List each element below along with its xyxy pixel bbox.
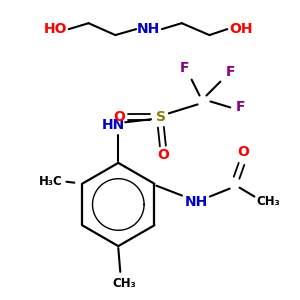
Text: NH: NH [136,22,160,36]
Text: CH₃: CH₃ [256,195,280,208]
Text: S: S [156,110,166,124]
Text: OH: OH [230,22,253,36]
Text: CH₃: CH₃ [112,277,136,290]
Text: H₃C: H₃C [39,175,62,188]
Text: HO: HO [44,22,68,36]
Text: HN: HN [102,118,125,132]
Text: O: O [157,148,169,162]
Text: NH: NH [184,194,208,208]
Text: F: F [180,61,189,75]
Text: F: F [236,100,245,114]
Text: F: F [226,65,235,79]
Text: O: O [238,145,249,159]
Text: O: O [113,110,125,124]
